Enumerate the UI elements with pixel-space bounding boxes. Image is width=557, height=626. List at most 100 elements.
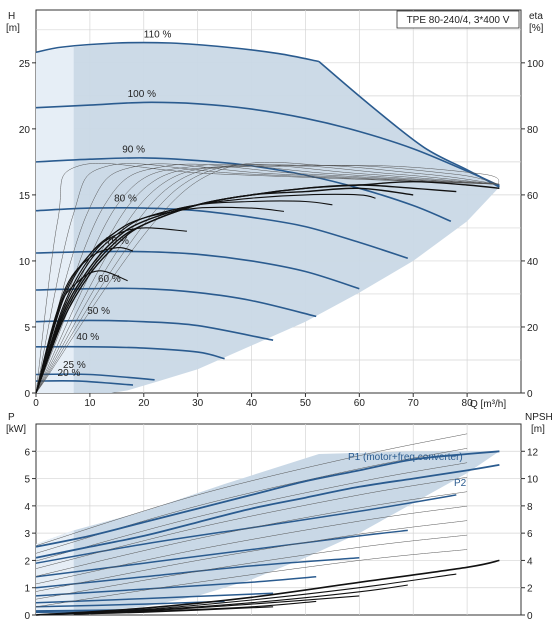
eta-curve <box>35 187 414 394</box>
max-power-boundary <box>318 60 500 188</box>
eta-contour-line <box>35 162 500 394</box>
chart-title: TPE 80-240/4, 3*400 V <box>407 15 510 26</box>
power-speed-curve <box>35 529 408 578</box>
npsh-tick-label: 0 <box>527 611 533 622</box>
p2-contour-line <box>35 549 468 608</box>
head-curve-70pct <box>35 250 360 290</box>
eta-contour-line <box>35 163 500 394</box>
head-curve-60pct <box>35 287 317 318</box>
power-tick-label: 0 <box>24 611 30 622</box>
series-label-p1: P1 (motor+freq.converter) <box>348 452 463 463</box>
p2-contour-line <box>35 433 468 546</box>
y-right-unit-npsh: [m] <box>531 424 545 435</box>
y-left-label-power: P <box>8 412 15 423</box>
y-left-tick-label: 25 <box>19 59 31 70</box>
npsh-tick-label: 10 <box>527 475 539 486</box>
series-p1 <box>35 450 500 548</box>
x-tick-label: 20 <box>138 398 150 409</box>
series-label-p2: P2 <box>454 478 467 489</box>
x-tick-label: 70 <box>408 398 420 409</box>
eta-curve <box>35 227 187 394</box>
x-tick-label: 10 <box>84 398 96 409</box>
operating-area <box>36 43 500 393</box>
x-tick-label: 30 <box>192 398 204 409</box>
eta-contour-line <box>35 163 500 394</box>
power-area <box>36 451 500 615</box>
head-curve-20pct <box>35 380 134 386</box>
speed-label: 20 % <box>58 368 81 379</box>
x-tick-label: 60 <box>354 398 366 409</box>
speed-label: 60 % <box>98 274 121 285</box>
y-right-tick-label: 20 <box>527 323 539 334</box>
x-tick-label: 80 <box>462 398 474 409</box>
series-npsh <box>35 559 500 616</box>
head-curve-110pct <box>35 41 320 63</box>
speed-label: 70 % <box>106 236 129 247</box>
x-tick-label: 50 <box>300 398 312 409</box>
head-curve-80pct <box>35 207 409 260</box>
y-right-label-npsh: NPSH <box>525 412 553 423</box>
eta-contour-line <box>35 164 500 394</box>
p2-contour-line <box>35 462 468 562</box>
eta-contour-line <box>35 164 500 394</box>
speed-label: 100 % <box>128 89 156 100</box>
power-tick-label: 5 <box>24 475 30 486</box>
p2-contour-line <box>35 491 468 577</box>
y-left-unit-power: [kW] <box>6 424 26 435</box>
npsh-tick-label: 2 <box>527 584 533 595</box>
eta-contour-line <box>35 164 500 394</box>
npsh-tick-label: 4 <box>527 556 533 567</box>
power-tick-label: 3 <box>24 529 30 540</box>
y-left-tick-label: 5 <box>24 323 30 334</box>
power-speed-curve <box>35 592 274 604</box>
x-tick-label: 0 <box>33 398 39 409</box>
power-tick-label: 1 <box>24 584 30 595</box>
y-left-tick-label: 0 <box>24 389 30 400</box>
speed-label: 25 % <box>63 360 86 371</box>
p2-contour-line <box>35 505 468 585</box>
y-right-label: eta <box>529 11 543 22</box>
speed-labels: 110 % 100 % 90 % 80 % 70 % 60 % 50 % 40 % 25 %20… <box>58 30 172 379</box>
y-right-tick-label: 100 <box>527 59 544 70</box>
eta-curve <box>35 270 128 394</box>
x-tick-label: 40 <box>246 398 258 409</box>
y-right-unit: [%] <box>529 23 544 34</box>
series-p2 <box>35 464 500 559</box>
head-curve-100pct <box>35 101 500 187</box>
efficiency-curves <box>35 180 500 394</box>
speed-label: 80 % <box>114 194 137 205</box>
eta-contour-line <box>35 163 500 394</box>
x-axis-label: Q [m³/h] <box>470 399 506 410</box>
power-speed-curve <box>35 576 317 597</box>
y-left-tick-label: 15 <box>19 191 31 202</box>
npsh-tick-label: 8 <box>527 502 533 513</box>
speed-label: 40 % <box>76 332 99 343</box>
p2-contour-line <box>35 476 468 569</box>
head-curve-40pct <box>35 345 225 360</box>
npsh-tick-label: 12 <box>527 447 539 458</box>
y-right-tick-label: 80 <box>527 125 539 136</box>
y-right-tick-label: 0 <box>527 389 533 400</box>
power-tick-label: 2 <box>24 556 30 567</box>
speed-label: 90 % <box>122 145 145 156</box>
eta-contour-line <box>35 164 500 394</box>
eta-contour-line <box>35 163 500 394</box>
head-curves <box>35 41 500 394</box>
y-left-tick-label: 20 <box>19 125 31 136</box>
eta-curve <box>35 206 284 394</box>
top-axis-ticks: 0 10 20 30 40 50 60 70 80 0 5 10 15 20 25 0 20 40 60 80 100 <box>19 59 544 409</box>
power-curves <box>35 433 500 616</box>
power-tick-label: 4 <box>24 502 30 513</box>
y-right-tick-label: 60 <box>527 191 539 202</box>
p2-contour-line <box>35 520 468 592</box>
y-right-tick-label: 40 <box>527 257 539 268</box>
title-box <box>396 10 520 29</box>
power-tick-label: 6 <box>24 447 30 458</box>
y-left-tick-label: 10 <box>19 257 31 268</box>
speed-label: 50 % <box>87 306 110 317</box>
npsh-speed-curve <box>35 606 274 616</box>
p2-contour-line <box>35 534 468 600</box>
